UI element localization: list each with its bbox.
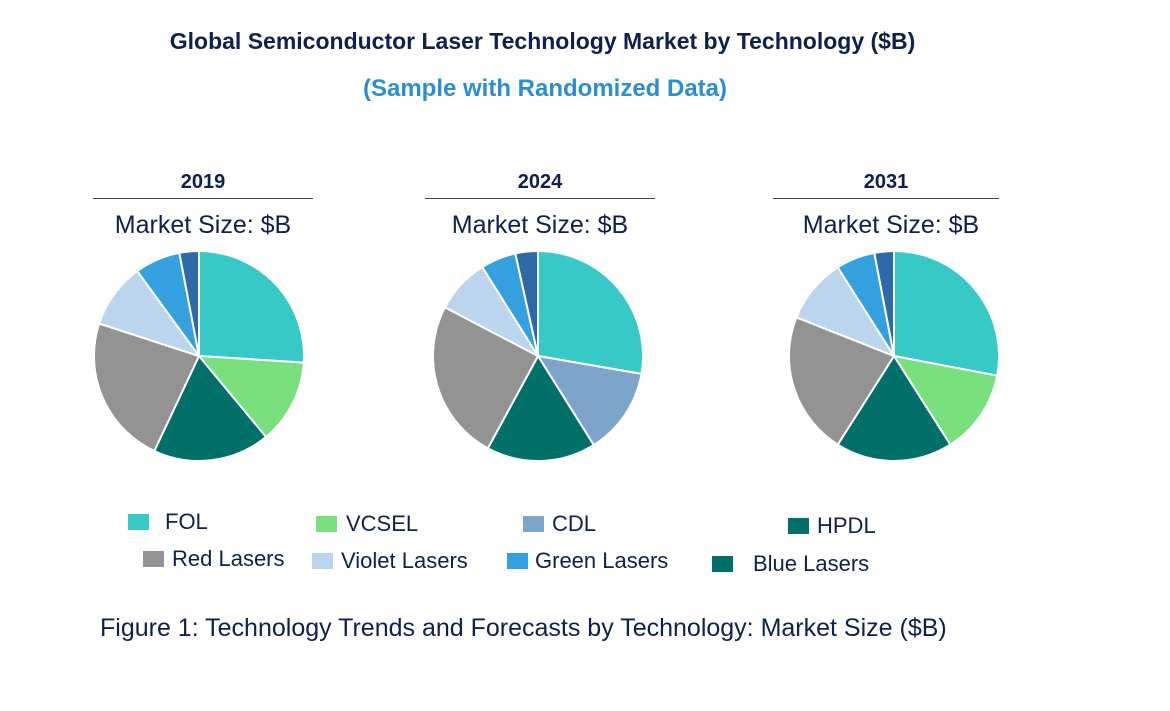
pie-slice-fol xyxy=(537,250,644,375)
pie-slice-blue-lasers xyxy=(873,250,895,357)
legend-item-red-lasers: Red Lasers xyxy=(143,546,285,572)
pie-slice-fol xyxy=(198,250,305,364)
figure-caption: Figure 1: Technology Trends and Forecast… xyxy=(100,614,947,642)
legend-label: CDL xyxy=(552,511,597,536)
chart-subtitle: (Sample with Randomized Data) xyxy=(362,75,728,102)
pie-slice-blue-lasers xyxy=(514,250,539,357)
pie-slice-red-lasers xyxy=(93,322,200,453)
legend-swatch xyxy=(312,553,333,569)
legend-label: Violet Lasers xyxy=(341,548,468,573)
legend-item-vcsel: VCSEL xyxy=(316,511,418,537)
legend-label: VCSEL xyxy=(346,511,419,536)
legend-swatch xyxy=(143,551,164,567)
legend-label: FOL xyxy=(165,509,208,534)
pie-slice-fol xyxy=(893,250,1000,377)
pie-2019-year: 2019 xyxy=(180,171,226,193)
pie-2019-market-size-label: Market Size: $B xyxy=(114,211,292,239)
legend-label: HPDL xyxy=(817,513,876,538)
legend-swatch xyxy=(316,516,337,532)
legend-item-hpdl: HPDL xyxy=(788,513,876,539)
pie-chart-2019 xyxy=(93,250,305,462)
pie-2024-year: 2024 xyxy=(517,171,563,193)
legend-item-cdl: CDL xyxy=(523,511,596,537)
legend-item-blue-lasers: Blue Lasers xyxy=(712,551,869,577)
legend-swatch xyxy=(523,516,544,532)
pie-slice-vcsel xyxy=(893,355,999,446)
pie-2031-divider xyxy=(773,198,999,199)
pie-2031-market-size-label: Market Size: $B xyxy=(802,211,980,239)
legend-item-green-lasers: Green Lasers xyxy=(507,548,668,574)
legend-swatch xyxy=(788,518,809,534)
legend-label: Red Lasers xyxy=(172,546,285,571)
chart-title: Global Semiconductor Laser Technology Ma… xyxy=(169,28,916,54)
pie-slice-hpdl xyxy=(153,355,267,462)
pie-slice-vcsel xyxy=(198,355,305,438)
legend-swatch xyxy=(712,556,733,572)
pie-slice-hpdl xyxy=(836,355,952,462)
legend-label: Blue Lasers xyxy=(753,551,870,576)
pie-2024-divider xyxy=(425,198,655,199)
legend-swatch xyxy=(507,553,528,569)
pie-2024-market-size-label: Market Size: $B xyxy=(451,211,629,239)
pie-2019-divider xyxy=(93,198,313,199)
pie-chart-2031 xyxy=(788,250,1000,462)
pie-slice-red-lasers xyxy=(788,316,895,446)
pie-slice-hpdl xyxy=(486,355,595,462)
pie-slice-cdl xyxy=(537,355,643,446)
pie-2031-year: 2031 xyxy=(863,171,909,193)
pie-chart-2024 xyxy=(432,250,644,462)
legend-item-violet-lasers: Violet Lasers xyxy=(312,548,468,574)
legend-item-fol: FOL xyxy=(128,509,208,535)
pie-slice-blue-lasers xyxy=(178,250,200,357)
legend-swatch xyxy=(128,514,149,530)
legend-label: Green Lasers xyxy=(535,548,669,573)
